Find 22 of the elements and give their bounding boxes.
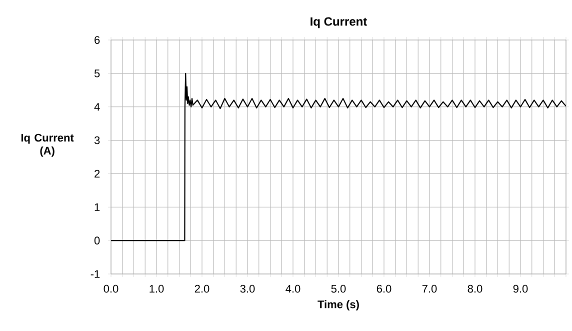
y-tick-label: -1	[90, 270, 100, 278]
x-tick-label: 6.0	[376, 284, 392, 293]
y-tick-label: 4	[94, 103, 100, 111]
line-series	[111, 72, 566, 242]
x-axis-title: Time (s)	[318, 300, 359, 310]
chart-title: Iq Current	[310, 17, 368, 28]
y-tick-label: 6	[94, 36, 100, 44]
y-tick-label: 5	[94, 70, 100, 78]
x-tick-label: 9.0	[513, 284, 528, 293]
y-tick-label: 1	[94, 203, 100, 211]
y-tick-label: 0	[94, 236, 100, 244]
y-tick-label: 3	[94, 136, 100, 144]
x-tick-label: 1.0	[150, 284, 164, 293]
y-axis-title: Iq Current (A)	[21, 134, 74, 157]
y-tick-label: 2	[94, 170, 100, 178]
x-tick-label: 5.0	[331, 284, 346, 293]
x-tick-label: 2.0	[194, 284, 210, 293]
x-tick-label: 7.0	[422, 284, 437, 293]
x-tick-label: 3.0	[240, 284, 255, 293]
x-tick-label: 8.0	[468, 284, 482, 293]
x-tick-label: 4.0	[286, 284, 300, 293]
x-tick-label: 0.0	[104, 284, 118, 293]
